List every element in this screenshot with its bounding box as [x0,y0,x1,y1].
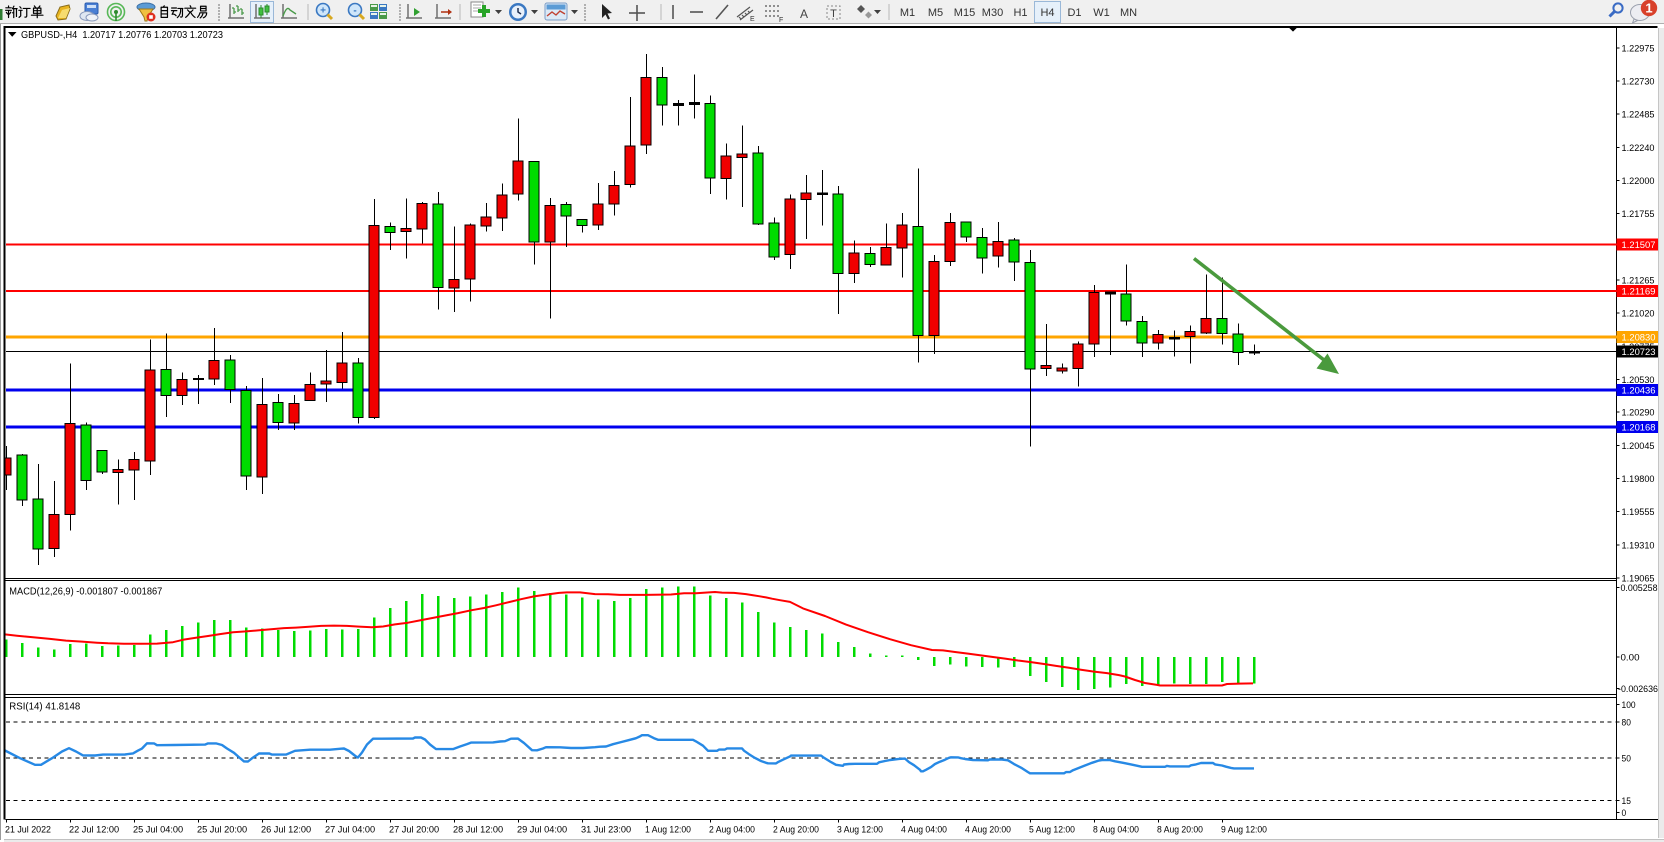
svg-text:27 Jul 04:00: 27 Jul 04:00 [325,825,375,836]
svg-text:15: 15 [1622,796,1631,807]
svg-text:MACD(12,26,9) -0.001807 -0.001: MACD(12,26,9) -0.001807 -0.001867 [9,586,162,597]
svg-text:4 Aug 20:00: 4 Aug 20:00 [965,825,1011,836]
svg-text:1.19555: 1.19555 [1622,507,1655,518]
svg-text:+: + [320,6,326,17]
svg-text:25 Jul 04:00: 25 Jul 04:00 [133,825,183,836]
svg-text:1.21169: 1.21169 [1622,287,1656,298]
svg-text:9 Aug 12:00: 9 Aug 12:00 [1221,825,1267,836]
svg-text:1.20045: 1.20045 [1622,441,1655,452]
svg-text:21 Jul 2022: 21 Jul 2022 [5,825,51,836]
svg-text:1.21265: 1.21265 [1622,275,1655,286]
svg-text:26 Jul 12:00: 26 Jul 12:00 [261,825,311,836]
svg-text:1.22485: 1.22485 [1622,110,1655,121]
svg-text:M1: M1 [900,7,915,19]
svg-text:-0.002636: -0.002636 [1618,684,1658,695]
svg-text:27 Jul 20:00: 27 Jul 20:00 [389,825,439,836]
svg-text:50: 50 [1622,754,1631,765]
svg-text:1.22730: 1.22730 [1622,77,1655,88]
svg-text:H1: H1 [1013,7,1027,19]
svg-text:T: T [830,8,837,20]
svg-text:31 Jul 23:00: 31 Jul 23:00 [581,825,631,836]
svg-text:2 Aug 20:00: 2 Aug 20:00 [773,825,819,836]
svg-text:3 Aug 12:00: 3 Aug 12:00 [837,825,883,836]
svg-text:1.20290: 1.20290 [1622,408,1655,419]
svg-text:1.21507: 1.21507 [1622,240,1656,251]
svg-text:0.00: 0.00 [1621,653,1640,664]
svg-text:8 Aug 20:00: 8 Aug 20:00 [1157,825,1203,836]
svg-text:D1: D1 [1067,7,1081,19]
svg-text:8 Aug 04:00: 8 Aug 04:00 [1093,825,1139,836]
svg-text:1.22000: 1.22000 [1622,176,1655,187]
svg-text:MN: MN [1120,7,1137,19]
svg-text:1.21755: 1.21755 [1622,209,1655,220]
svg-text:1: 1 [1645,1,1652,16]
svg-text:1.20436: 1.20436 [1622,386,1656,397]
svg-text:22 Jul 12:00: 22 Jul 12:00 [69,825,119,836]
svg-text:2 Aug 04:00: 2 Aug 04:00 [709,825,755,836]
svg-text:GBPUSD-,H4 1.20717 1.20776 1.: GBPUSD-,H4 1.20717 1.20776 1.20703 1.207… [21,30,223,41]
svg-text:1.21020: 1.21020 [1622,309,1655,320]
svg-text:4 Aug 04:00: 4 Aug 04:00 [901,825,947,836]
svg-text:M30: M30 [982,7,1003,19]
svg-text:-: - [353,6,356,17]
svg-text:28 Jul 12:00: 28 Jul 12:00 [453,825,503,836]
svg-text:RSI(14) 41.8148: RSI(14) 41.8148 [9,702,80,713]
svg-text:100: 100 [1622,700,1636,711]
svg-text:1.20723: 1.20723 [1622,347,1656,358]
svg-text:H4: H4 [1040,7,1054,19]
svg-text:0.005258: 0.005258 [1621,583,1658,594]
svg-text:1.22240: 1.22240 [1622,143,1655,154]
svg-text:29 Jul 04:00: 29 Jul 04:00 [517,825,567,836]
svg-text:25 Jul 20:00: 25 Jul 20:00 [197,825,247,836]
svg-text:1.20168: 1.20168 [1622,423,1656,434]
svg-text:M5: M5 [928,7,943,19]
svg-text:1.19310: 1.19310 [1622,540,1655,551]
svg-text:E: E [750,16,755,23]
svg-text:5 Aug 12:00: 5 Aug 12:00 [1029,825,1075,836]
svg-text:0: 0 [1622,808,1627,819]
svg-text:A: A [800,7,808,21]
svg-text:1.19065: 1.19065 [1622,574,1655,585]
svg-text:1.22975: 1.22975 [1622,43,1655,54]
svg-text:F: F [779,17,783,24]
svg-text:80: 80 [1622,718,1631,729]
svg-text:M15: M15 [954,7,975,19]
svg-text:W1: W1 [1093,7,1110,19]
svg-text:1.20530: 1.20530 [1622,375,1655,386]
svg-text:1.19800: 1.19800 [1622,474,1655,485]
svg-text:1.20830: 1.20830 [1622,333,1656,344]
svg-text:1 Aug 12:00: 1 Aug 12:00 [645,825,691,836]
